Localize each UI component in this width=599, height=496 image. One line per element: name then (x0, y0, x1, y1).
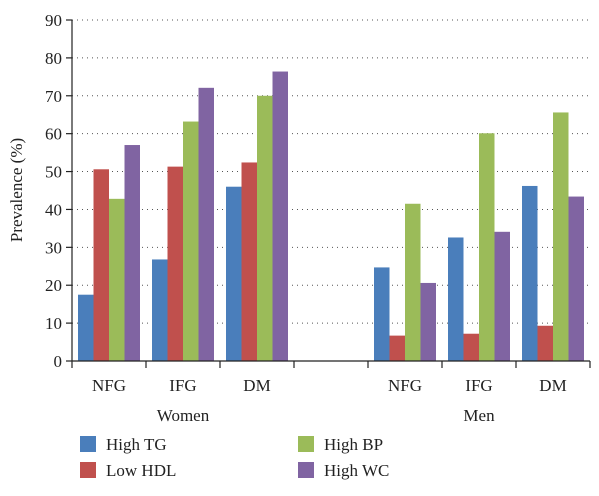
legend-swatch (80, 436, 96, 452)
bar-high-tg (448, 237, 464, 361)
y-tick-label: 30 (45, 238, 62, 257)
bar-high-bp (553, 112, 569, 362)
bars (78, 71, 584, 362)
x-category-label: NFG (92, 376, 126, 395)
y-tick-label: 90 (45, 11, 62, 30)
bar-low-hdl (241, 162, 257, 361)
bar-high-bp (405, 203, 421, 361)
bar-high-wc (568, 196, 584, 361)
legend-swatch (298, 462, 314, 478)
bar-high-tg (152, 259, 168, 361)
bar-high-wc (420, 282, 436, 361)
bar-high-wc (198, 87, 214, 362)
group-label: Men (463, 406, 495, 425)
legend-label: Low HDL (106, 461, 176, 480)
group-label: Women (157, 406, 210, 425)
bar-low-hdl (537, 325, 553, 361)
x-category-label: DM (243, 376, 270, 395)
bar-low-hdl (93, 169, 109, 361)
legend-label: High BP (324, 435, 383, 454)
y-tick-label: 60 (45, 125, 62, 144)
legend-swatch (298, 436, 314, 452)
legend-label: High TG (106, 435, 167, 454)
x-category-label: DM (539, 376, 566, 395)
bar-high-tg (226, 186, 242, 361)
y-tick-label: 0 (54, 352, 63, 371)
bar-high-bp (257, 95, 273, 362)
bar-low-hdl (463, 333, 479, 361)
bar-high-wc (124, 145, 140, 361)
bar-high-bp (109, 198, 125, 361)
gridlines (72, 19, 590, 324)
y-tick-label: 40 (45, 200, 62, 219)
bar-high-bp (183, 121, 199, 361)
bar-low-hdl (167, 166, 183, 361)
y-tick-label: 50 (45, 163, 62, 182)
axes (66, 19, 591, 368)
bar-high-tg (374, 267, 390, 361)
legend-label: High WC (324, 461, 389, 480)
y-tick-label: 70 (45, 87, 62, 106)
legend: High TG Low HDL High BP High WC (80, 435, 389, 480)
bar-high-wc (494, 231, 510, 361)
bar-high-tg (522, 185, 538, 361)
bar-high-tg (78, 294, 94, 361)
bar-high-wc (272, 71, 288, 361)
bar-high-bp (479, 133, 495, 361)
y-axis-label: Prevalence (%) (7, 138, 26, 242)
x-category-label: IFG (465, 376, 492, 395)
y-tick-label: 10 (45, 314, 62, 333)
y-tick-label: 20 (45, 276, 62, 295)
legend-swatch (80, 462, 96, 478)
x-category-label: NFG (388, 376, 422, 395)
x-category-label: IFG (169, 376, 196, 395)
bar-low-hdl (389, 335, 405, 361)
y-tick-label: 80 (45, 49, 62, 68)
axis-labels: 0 10 20 30 40 50 60 70 80 90 NFG IFG DM NFG IFG DM Women… (45, 11, 567, 425)
